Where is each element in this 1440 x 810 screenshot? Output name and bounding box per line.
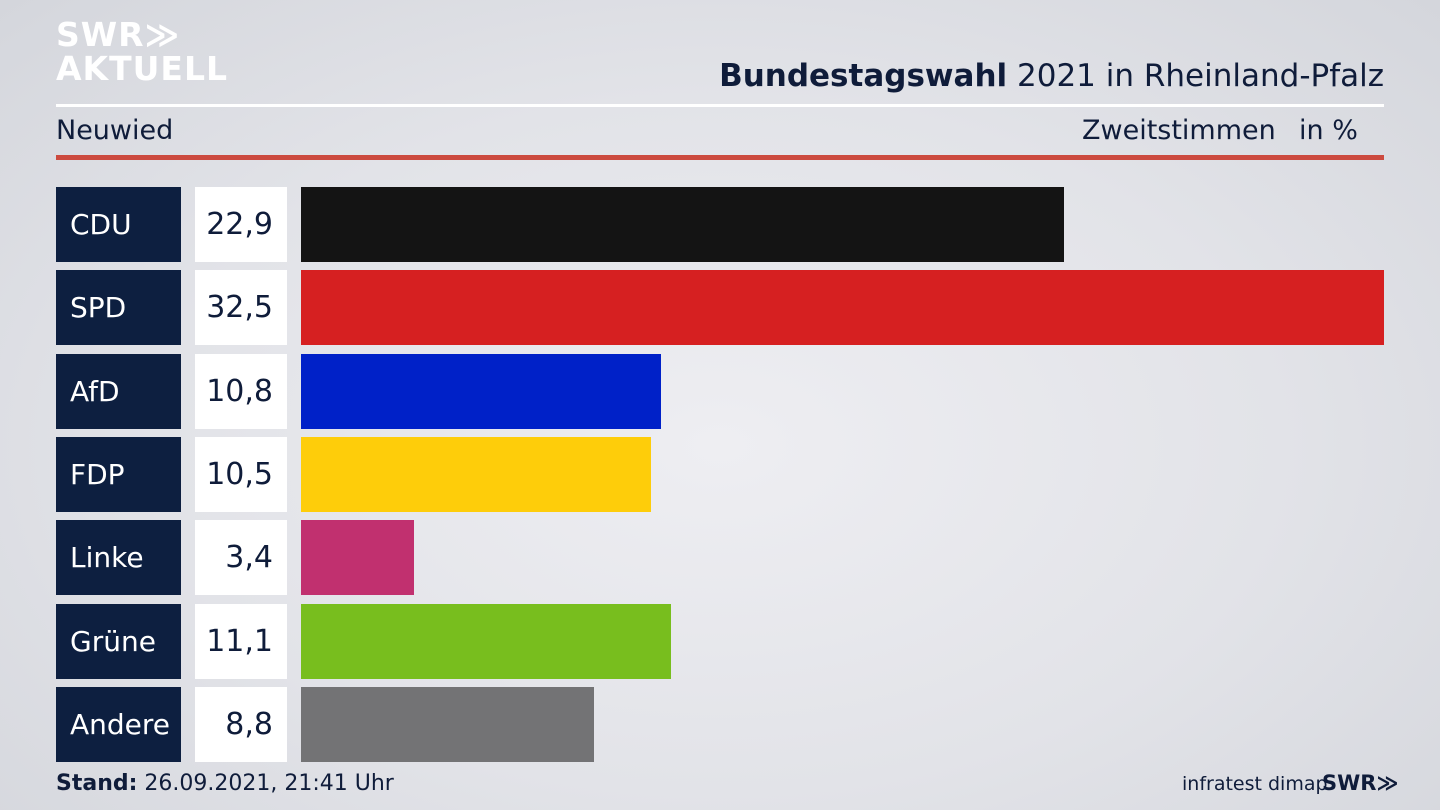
header-divider — [56, 104, 1384, 107]
party-label: CDU — [56, 187, 181, 262]
party-label: Linke — [56, 520, 181, 596]
chart-title: Bundestagswahl 2021 in Rheinland-Pfalz — [719, 58, 1384, 94]
bar-row: Andere 8,8 — [56, 686, 1384, 762]
value-label: 11,1 — [195, 603, 287, 679]
bar-row: Grüne 11,1 — [56, 603, 1384, 679]
logo-line-1: SWR≫ — [56, 15, 181, 54]
timestamp: Stand: 26.09.2021, 21:41 Uhr — [56, 771, 394, 796]
chart-title-bold: Bundestagswahl — [719, 58, 1008, 94]
bar-row: CDU 22,9 — [56, 187, 1384, 262]
value-label: 3,4 — [195, 520, 287, 596]
value-label: 8,8 — [195, 686, 287, 762]
value-label: 10,8 — [195, 353, 287, 429]
accent-divider — [56, 155, 1384, 160]
value-label: 10,5 — [195, 436, 287, 512]
bar — [301, 187, 1064, 262]
party-label: Grüne — [56, 603, 181, 679]
party-label: FDP — [56, 436, 181, 512]
party-label: SPD — [56, 270, 181, 346]
logo-line-2: AKTUELL — [56, 49, 229, 88]
party-label: Andere — [56, 686, 181, 762]
swr-aktuell-logo: SWR≫ AKTUELL — [56, 18, 228, 86]
bar — [301, 686, 594, 762]
swr-brand-logo: SWR≫ — [1322, 771, 1399, 795]
bar — [301, 520, 414, 596]
timestamp-label: Stand: — [56, 771, 138, 796]
bar — [301, 436, 651, 512]
metric-label: Zweitstimmen — [1082, 115, 1276, 146]
timestamp-value: 26.09.2021, 21:41 Uhr — [137, 771, 394, 796]
bar-row: Linke 3,4 — [56, 520, 1384, 596]
value-label: 32,5 — [195, 270, 287, 346]
value-label: 22,9 — [195, 187, 287, 262]
bar — [301, 353, 661, 429]
chart-title-rest: 2021 in Rheinland-Pfalz — [1007, 58, 1384, 94]
unit-label: in % — [1299, 115, 1358, 146]
bar — [301, 603, 671, 679]
bar-row: AfD 10,8 — [56, 353, 1384, 429]
bar-row: SPD 32,5 — [56, 270, 1384, 346]
bar-chart: CDU 22,9 SPD 32,5 AfD 10,8 FDP 10,5 Linke 3,4 Grün… — [56, 187, 1384, 762]
party-label: AfD — [56, 353, 181, 429]
source-credit: infratest dimap — [1182, 773, 1328, 795]
bar-row: FDP 10,5 — [56, 436, 1384, 512]
region-label: Neuwied — [56, 115, 174, 146]
bar — [301, 270, 1384, 346]
